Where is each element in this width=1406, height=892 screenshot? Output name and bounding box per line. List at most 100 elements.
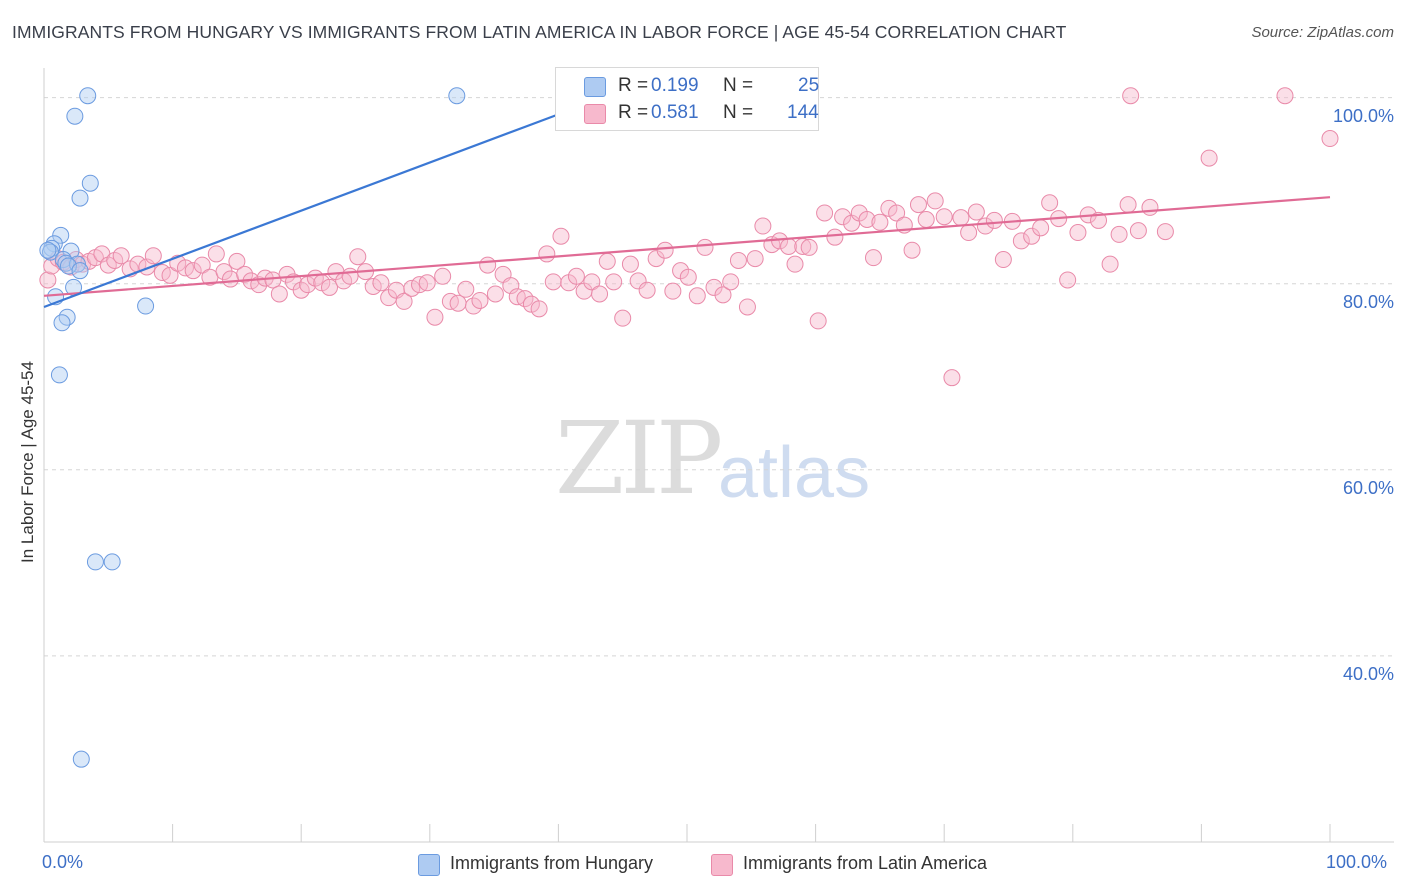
x-tick-label-max: 100.0% xyxy=(1326,852,1388,872)
latin-america-point xyxy=(976,217,994,235)
hungary-points xyxy=(39,87,466,768)
hungary-point xyxy=(66,107,84,125)
hungary-swatch xyxy=(584,77,606,97)
latin-america-point xyxy=(809,312,827,330)
latin-america-point xyxy=(530,300,548,318)
latin-america-point xyxy=(1129,222,1147,240)
grid-lines xyxy=(44,97,1394,657)
latin-america-point xyxy=(943,369,961,387)
latin-america-point xyxy=(1110,225,1128,243)
latin-america-point xyxy=(341,267,359,285)
y-tick-label: 80.0% xyxy=(1342,291,1394,312)
latin-america-point xyxy=(349,248,367,266)
latin-america-point xyxy=(479,256,497,274)
watermark-atlas: atlas xyxy=(718,433,871,513)
latin-america-point xyxy=(552,227,570,245)
legend-n-label: N = xyxy=(723,75,754,96)
latin-america-point xyxy=(538,245,556,263)
legend-r-value: 0.199 xyxy=(651,75,699,96)
latin-america-point xyxy=(1156,223,1174,241)
hungary-point xyxy=(79,87,97,105)
hungary-point xyxy=(448,87,466,105)
latin-america-point xyxy=(871,213,889,231)
latin-america-point xyxy=(688,287,706,305)
latin-america-point xyxy=(591,285,609,303)
latin-america-point xyxy=(985,211,1003,229)
latin-america-point xyxy=(1141,198,1159,216)
latin-america-point xyxy=(395,292,413,310)
latin-america-point xyxy=(1090,211,1108,229)
latin-america-point xyxy=(1321,130,1339,148)
latam-swatch xyxy=(584,104,606,124)
latin-america-point xyxy=(1012,232,1030,250)
latin-america-point xyxy=(39,271,57,289)
latin-america-point xyxy=(207,245,225,263)
hungary-point xyxy=(72,750,90,768)
latin-america-point xyxy=(270,285,288,303)
latin-america-point xyxy=(679,268,697,286)
stats-legend: R = 0.199 N = 25 R = 0.581 N = 144 xyxy=(555,67,819,131)
latam-legend-swatch xyxy=(711,854,733,876)
latin-america-point xyxy=(486,285,504,303)
latin-america-point xyxy=(1032,219,1050,237)
latin-america-point xyxy=(516,290,534,308)
latin-america-point xyxy=(449,294,467,312)
latin-america-point xyxy=(112,247,130,265)
latin-america-point xyxy=(903,241,921,259)
watermark-zip: ZIP xyxy=(555,400,723,517)
legend-r-label: R = xyxy=(618,75,649,96)
latin-america-point xyxy=(935,208,953,226)
legend-n-label: N = xyxy=(723,102,754,123)
hungary-point xyxy=(71,262,89,280)
source-credit: Source: ZipAtlas.com xyxy=(1251,24,1394,41)
latin-america-point xyxy=(656,241,674,259)
latin-america-point xyxy=(994,251,1012,269)
latin-america-point xyxy=(917,211,935,229)
hungary-trend-line xyxy=(43,113,559,308)
latin-america-point xyxy=(800,238,818,256)
latin-america-point xyxy=(605,273,623,291)
latin-america-point xyxy=(465,297,483,315)
legend-n-value: 25 xyxy=(798,75,820,96)
axes xyxy=(43,68,1394,843)
latin-america-point xyxy=(193,256,211,274)
latin-america-point xyxy=(864,249,882,267)
latin-america-point xyxy=(834,208,852,226)
latin-america-point xyxy=(858,211,876,229)
latin-america-point xyxy=(621,255,639,273)
hungary-point xyxy=(103,553,121,571)
latin-america-point xyxy=(403,279,421,297)
latin-america-point xyxy=(320,278,338,296)
hungary-point xyxy=(53,314,71,332)
latin-america-point xyxy=(434,267,452,285)
latin-america-point xyxy=(1069,224,1087,242)
latin-america-point xyxy=(696,238,714,256)
latin-america-point xyxy=(738,298,756,316)
latin-america-point xyxy=(372,274,390,292)
latin-america-point xyxy=(292,281,310,299)
latin-america-point xyxy=(754,217,772,235)
hungary-point xyxy=(81,174,99,192)
latin-america-point xyxy=(1101,255,1119,273)
latin-america-point xyxy=(1200,149,1218,167)
latin-america-point xyxy=(221,270,239,288)
latin-america-point xyxy=(1119,196,1137,214)
x-tick-label-min: 0.0% xyxy=(42,852,84,872)
latin-america-point xyxy=(614,309,632,327)
latin-america-point xyxy=(960,224,978,242)
latin-america-point xyxy=(583,273,601,291)
latin-america-point xyxy=(786,255,804,273)
latin-america-point xyxy=(228,252,246,270)
latin-america-point xyxy=(1276,87,1294,105)
hungary-point xyxy=(39,241,57,259)
latin-america-point xyxy=(418,274,436,292)
trend-lines xyxy=(43,113,1331,308)
latin-america-point xyxy=(457,280,475,298)
latin-america-point xyxy=(746,250,764,268)
latin-america-point xyxy=(952,209,970,227)
latin-america-point xyxy=(598,252,616,270)
latin-america-point xyxy=(236,265,254,283)
legend-r-label: R = xyxy=(618,102,649,123)
latin-america-point xyxy=(1122,87,1140,105)
latin-america-point xyxy=(144,247,162,265)
